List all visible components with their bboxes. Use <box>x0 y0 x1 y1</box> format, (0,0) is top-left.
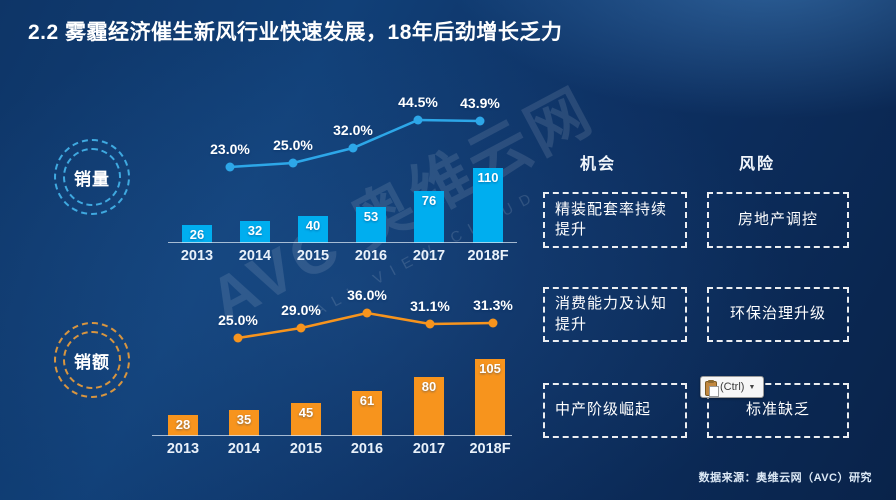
year-label: 2015 <box>296 248 330 264</box>
bar-销额-2016: 61 <box>352 391 382 436</box>
bar-销额-2015: 45 <box>291 403 321 436</box>
year-label: 2016 <box>354 248 388 264</box>
growth-point <box>413 115 423 125</box>
dashed-ring-icon <box>63 331 121 389</box>
axis-line <box>152 435 512 436</box>
risk-box-1: 房地产调控 <box>707 192 849 248</box>
year-label: 2018F <box>469 441 511 457</box>
sales-revenue-label: 销额 <box>74 352 110 372</box>
bar-value-label: 40 <box>305 218 321 233</box>
bar-销量-2014: 32 <box>240 221 270 243</box>
dropdown-caret-icon: ▼ <box>748 383 756 391</box>
bar-value-label: 35 <box>236 412 252 427</box>
paste-options-button[interactable]: (Ctrl) ▼ <box>700 376 764 398</box>
bar-销量-2017: 76 <box>414 191 444 243</box>
bar-value-label: 105 <box>479 361 501 376</box>
growth-point <box>475 116 485 126</box>
growth-label: 23.0% <box>210 141 250 157</box>
growth-label: 43.9% <box>460 95 500 111</box>
bar-value-label: 53 <box>363 209 379 224</box>
growth-label: 31.1% <box>410 298 450 314</box>
bar-value-label: 110 <box>477 170 499 185</box>
growth-point <box>488 318 498 328</box>
year-label: 2013 <box>180 248 214 264</box>
year-label: 2013 <box>166 441 200 457</box>
dashed-ring-icon <box>54 139 130 215</box>
year-label: 2014 <box>238 248 272 264</box>
bar-value-label: 61 <box>359 393 375 408</box>
risk-column-header: 风险 <box>738 156 775 173</box>
bar-销额-2018F: 105 <box>475 359 505 436</box>
opportunity-box-2: 消费能力及认知提升 <box>543 287 687 342</box>
bar-销量-2015: 40 <box>298 216 328 243</box>
bar-销额-2014: 35 <box>229 410 259 436</box>
bar-销量-2013: 26 <box>182 225 212 243</box>
bar-value-label: 76 <box>421 193 437 208</box>
risk-box-3: 标准缺乏 <box>707 383 849 438</box>
dashed-ring-icon <box>54 322 130 398</box>
clipboard-icon <box>705 379 719 397</box>
growth-point <box>425 319 435 329</box>
growth-point <box>288 158 298 168</box>
bar-销量-2016: 53 <box>356 207 386 243</box>
data-source-note: 数据来源：奥维云网（AVC）研究 <box>698 472 872 484</box>
page-title: 2.2 雾霾经济催生新风行业快速发展，18年后劲增长乏力 <box>28 21 563 44</box>
growth-label: 29.0% <box>281 302 321 318</box>
bar-value-label: 26 <box>189 227 205 242</box>
bar-销量-2018F: 110 <box>473 168 503 243</box>
year-label: 2015 <box>289 441 323 457</box>
growth-label: 25.0% <box>273 137 313 153</box>
sales-volume-label: 销量 <box>74 169 110 189</box>
bar-value-label: 32 <box>247 223 263 238</box>
growth-label: 31.3% <box>473 297 513 313</box>
growth-label: 44.5% <box>398 94 438 110</box>
year-label: 2018F <box>467 248 509 264</box>
bar-销额-2013: 28 <box>168 415 198 436</box>
growth-point <box>296 323 306 333</box>
opportunity-box-1: 精装配套率持续提升 <box>543 192 687 248</box>
opportunity-column-header: 机会 <box>579 156 616 173</box>
year-label: 2017 <box>412 248 446 264</box>
growth-point <box>225 162 235 172</box>
year-label: 2016 <box>350 441 384 457</box>
year-label: 2017 <box>412 441 446 457</box>
growth-point <box>348 143 358 153</box>
risk-box-2: 环保治理升级 <box>707 287 849 342</box>
bar-销额-2017: 80 <box>414 377 444 436</box>
growth-label: 32.0% <box>333 122 373 138</box>
axis-line <box>168 242 517 243</box>
bar-value-label: 80 <box>421 379 437 394</box>
growth-label: 25.0% <box>218 312 258 328</box>
bar-value-label: 28 <box>175 417 191 432</box>
growth-label: 36.0% <box>347 287 387 303</box>
opportunity-box-3: 中产阶级崛起 <box>543 383 687 438</box>
bar-value-label: 45 <box>298 405 314 420</box>
year-label: 2014 <box>227 441 261 457</box>
growth-point <box>233 333 243 343</box>
growth-point <box>362 308 372 318</box>
dashed-ring-icon <box>63 148 121 206</box>
sales-volume-badge: 销量 <box>54 139 130 215</box>
sales-revenue-badge: 销额 <box>54 322 130 398</box>
paste-options-label: (Ctrl) <box>720 381 745 393</box>
